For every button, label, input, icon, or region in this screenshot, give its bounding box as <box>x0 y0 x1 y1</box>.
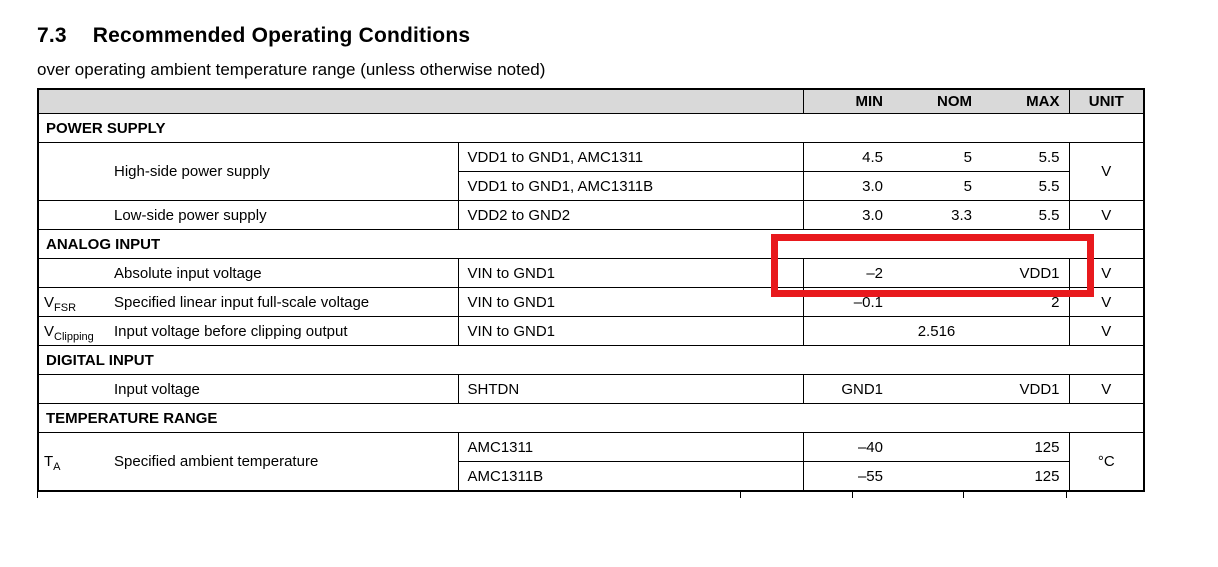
table-fragment-tick <box>1066 492 1067 498</box>
high-side-parameter: High-side power supply <box>114 163 270 180</box>
ta-nom-2 <box>892 461 981 491</box>
section-heading: 7.3 Recommended Operating Conditions <box>37 24 470 48</box>
digital-in-param-cell: Input voltage <box>38 374 458 404</box>
table-header-row: MIN NOM MAX UNIT <box>38 89 1144 114</box>
high-side-max-2: 5.5 <box>981 171 1070 201</box>
high-side-min-1: 4.5 <box>803 142 892 172</box>
high-side-min-2: 3.0 <box>803 171 892 201</box>
ta-parameter: Specified ambient temperature <box>114 453 319 470</box>
row-ta-2: AMC1311B –55 125 <box>38 461 1144 491</box>
vclipping-symbol: VClipping <box>44 322 94 343</box>
row-high-side-2: VDD1 to GND1, AMC1311B 3.0 5 5.5 <box>38 171 1144 201</box>
section-label-analog-input: ANALOG INPUT <box>38 229 1144 259</box>
row-low-side: Low-side power supply VDD2 to GND2 3.0 3… <box>38 200 1144 230</box>
vclipping-max <box>981 316 1070 346</box>
header-unit: UNIT <box>1069 89 1144 114</box>
high-side-param-cell: High-side power supply <box>38 142 458 201</box>
header-nom: NOM <box>892 89 981 114</box>
section-row-digital-input: DIGITAL INPUT <box>38 345 1144 375</box>
highlight-annotation-box <box>771 234 1094 297</box>
ta-max-1: 125 <box>981 432 1070 462</box>
page-title: Recommended Operating Conditions <box>92 24 471 47</box>
low-side-nom: 3.3 <box>892 200 981 230</box>
high-side-cond-amc1311b: VDD1 to GND1, AMC1311B <box>457 171 804 201</box>
section-row-power-supply: POWER SUPPLY <box>38 113 1144 143</box>
low-side-max: 5.5 <box>981 200 1070 230</box>
low-side-min: 3.0 <box>803 200 892 230</box>
section-label-power-supply: POWER SUPPLY <box>38 113 1144 143</box>
row-vfsr: VFSR Specified linear input full-scale v… <box>38 287 1144 317</box>
high-side-nom-2: 5 <box>892 171 981 201</box>
vclipping-min <box>803 316 892 346</box>
section-row-temperature-range: TEMPERATURE RANGE <box>38 403 1144 433</box>
table-fragment-tick <box>740 492 741 498</box>
vfsr-parameter: Specified linear input full-scale voltag… <box>114 293 370 311</box>
section-number: 7.3 <box>37 24 67 47</box>
ta-min-2: –55 <box>803 461 892 491</box>
vclipping-param-cell: VClipping Input voltage before clipping … <box>38 316 458 346</box>
vclipping-nom: 2.516 <box>892 316 981 346</box>
ta-symbol: TA <box>44 453 61 473</box>
low-side-param-cell: Low-side power supply <box>38 200 458 230</box>
low-side-cond: VDD2 to GND2 <box>457 200 804 230</box>
abs-input-max: VDD1 <box>981 258 1070 288</box>
section-label-digital-input: DIGITAL INPUT <box>38 345 1144 375</box>
abs-input-parameter: Absolute input voltage <box>114 264 262 282</box>
ta-max-2: 125 <box>981 461 1070 491</box>
high-side-nom-1: 5 <box>892 142 981 172</box>
section-label-temperature-range: TEMPERATURE RANGE <box>38 403 1144 433</box>
abs-input-param-cell: Absolute input voltage <box>38 258 458 288</box>
digital-in-parameter: Input voltage <box>114 380 200 398</box>
digital-in-cond: SHTDN <box>457 374 804 404</box>
page-subtitle: over operating ambient temperature range… <box>37 60 546 79</box>
high-side-cond-amc1311: VDD1 to GND1, AMC1311 <box>457 142 804 172</box>
vfsr-symbol: VFSR <box>44 293 77 314</box>
ta-param-cell: TA Specified ambient temperature <box>38 432 458 491</box>
header-empty-cell <box>38 89 804 114</box>
high-side-unit: V <box>1069 142 1144 201</box>
operating-conditions-table: MIN NOM MAX UNIT POWER SUPPLY High-side … <box>37 88 1145 492</box>
vfsr-param-cell: VFSR Specified linear input full-scale v… <box>38 287 458 317</box>
table-fragment-tick <box>963 492 964 498</box>
header-min: MIN <box>803 89 892 114</box>
ta-unit: °C <box>1069 432 1144 491</box>
low-side-unit: V <box>1069 200 1144 230</box>
row-ta-1: TA Specified ambient temperature AMC1311… <box>38 432 1144 491</box>
header-max: MAX <box>981 89 1070 114</box>
ta-min-1: –40 <box>803 432 892 462</box>
row-absolute-input-voltage: Absolute input voltage VIN to GND1 –2 VD… <box>38 258 1144 288</box>
row-vclipping: VClipping Input voltage before clipping … <box>38 316 1144 346</box>
vclipping-parameter: Input voltage before clipping output <box>114 322 348 340</box>
high-side-max-1: 5.5 <box>981 142 1070 172</box>
abs-input-nom <box>892 258 981 288</box>
vclipping-cond: VIN to GND1 <box>457 316 804 346</box>
digital-in-min: GND1 <box>803 374 892 404</box>
abs-input-unit: V <box>1069 258 1144 288</box>
digital-in-max: VDD1 <box>981 374 1070 404</box>
abs-input-min: –2 <box>803 258 892 288</box>
vfsr-cond: VIN to GND1 <box>457 287 804 317</box>
row-digital-input-voltage: Input voltage SHTDN GND1 VDD1 V <box>38 374 1144 404</box>
ta-cond-amc1311: AMC1311 <box>457 432 804 462</box>
vclipping-unit: V <box>1069 316 1144 346</box>
digital-in-nom <box>892 374 981 404</box>
ta-cond-amc1311b: AMC1311B <box>457 461 804 491</box>
ta-nom-1 <box>892 432 981 462</box>
abs-input-cond: VIN to GND1 <box>457 258 804 288</box>
table-fragment-tick <box>852 492 853 498</box>
row-high-side-1: High-side power supply VDD1 to GND1, AMC… <box>38 142 1144 201</box>
low-side-parameter: Low-side power supply <box>114 206 267 224</box>
table-fragment-tick <box>37 492 38 498</box>
digital-in-unit: V <box>1069 374 1144 404</box>
section-row-analog-input: ANALOG INPUT <box>38 229 1144 259</box>
